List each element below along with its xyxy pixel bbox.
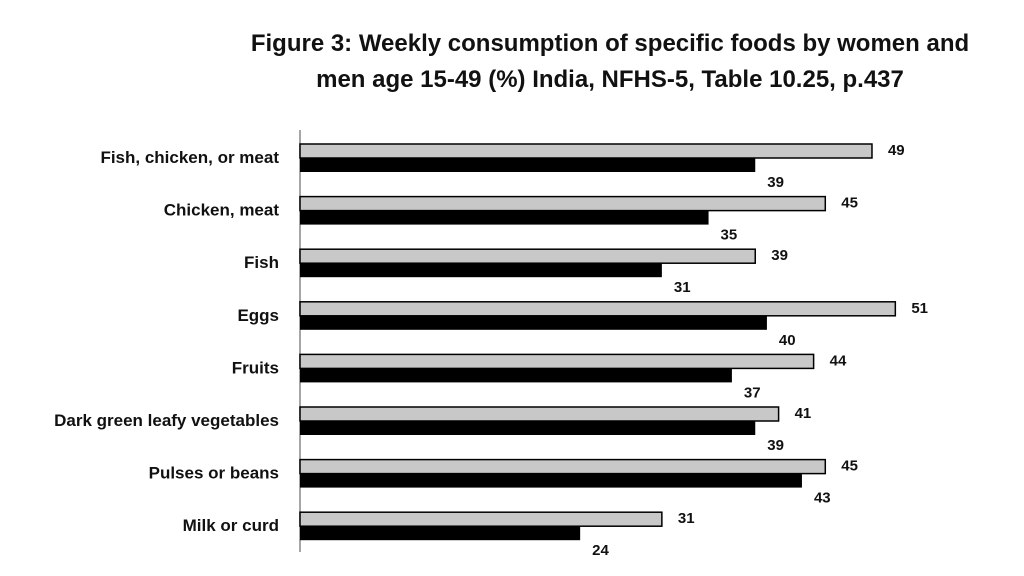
bar-series-2: [300, 158, 756, 172]
category-label: Milk or curd: [183, 516, 279, 535]
bar-series-2: [300, 421, 756, 435]
category-label: Fish: [244, 253, 279, 272]
chart-title-line-1: Figure 3: Weekly consumption of specific…: [250, 30, 970, 57]
data-label: 31: [674, 279, 691, 296]
category-label: Fish, chicken, or meat: [100, 148, 279, 167]
data-label: 43: [814, 490, 831, 507]
data-label: 41: [795, 405, 812, 422]
category-label: Pulses or beans: [149, 464, 279, 483]
bar-series-2: [300, 526, 581, 541]
bar-series-2: [300, 210, 709, 225]
category-label: Dark green leafy vegetables: [54, 411, 279, 430]
bar-series-2: [300, 473, 802, 488]
data-label: 45: [841, 195, 858, 212]
chart-title: Figure 3: Weekly consumption of specific…: [200, 26, 1020, 98]
bar-series-1: [299, 301, 897, 317]
bar-series-1: [299, 143, 873, 159]
data-label: 39: [771, 247, 788, 264]
bar-series-1: [299, 195, 827, 212]
category-label: Eggs: [237, 306, 279, 325]
data-label: 45: [841, 458, 858, 475]
data-label: 49: [888, 142, 905, 159]
data-label: 44: [830, 352, 847, 369]
data-label: 39: [767, 174, 784, 191]
data-label: 51: [911, 300, 928, 317]
data-label: 37: [744, 384, 761, 401]
data-label: 35: [721, 227, 738, 244]
category-label: Chicken, meat: [164, 201, 280, 220]
bar-series-1: [299, 353, 815, 370]
data-label: 40: [779, 332, 796, 349]
data-label: 39: [767, 437, 784, 454]
bar-series-2: [300, 315, 767, 330]
chart-title-line-2: men age 15-49 (%) India, NFHS-5, Table 1…: [316, 66, 904, 93]
bar-series-1: [299, 458, 827, 475]
category-label: Fruits: [232, 358, 279, 377]
bar-series-2: [300, 263, 662, 278]
data-label: 24: [592, 542, 609, 559]
bar-series-1: [299, 406, 780, 422]
bar-series-2: [300, 368, 732, 383]
data-label: 31: [678, 510, 695, 527]
bar-series-1: [299, 248, 756, 264]
bar-series-1: [299, 511, 663, 527]
